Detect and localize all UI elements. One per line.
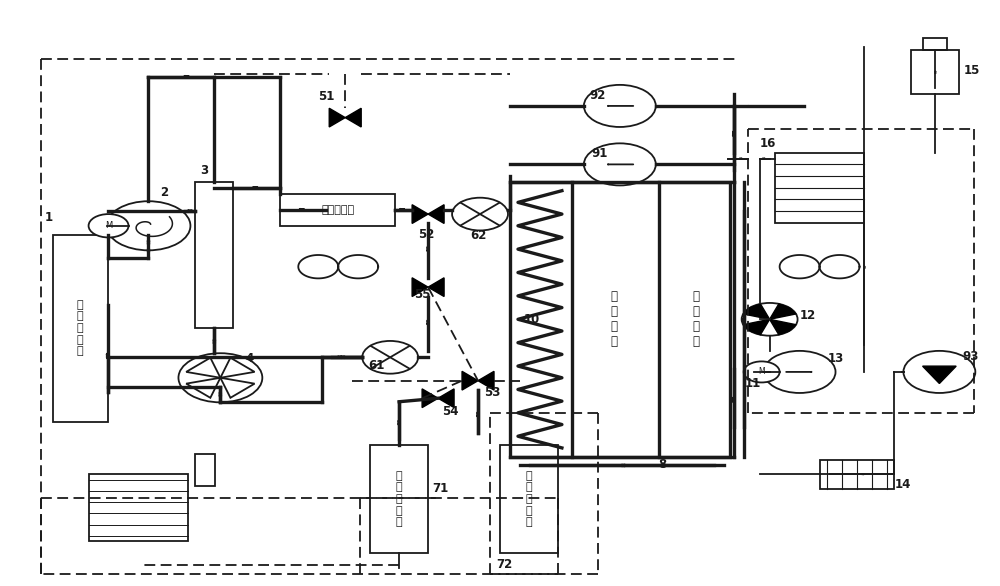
Text: 12: 12 [800,309,816,322]
Text: 55: 55 [414,288,431,301]
Circle shape [362,341,418,374]
Polygon shape [770,319,796,335]
Polygon shape [412,278,428,297]
Text: 气
液
分
离
器: 气 液 分 离 器 [77,300,83,356]
Polygon shape [743,319,770,335]
Polygon shape [428,278,444,297]
Text: 动
力
电
池: 动 力 电 池 [693,290,700,348]
Text: 16: 16 [760,137,776,150]
Text: 15: 15 [963,64,980,77]
Bar [911,50,959,94]
Text: 燃
料
电
池: 燃 料 电 池 [611,290,618,348]
Polygon shape [186,378,220,398]
Polygon shape [186,357,220,378]
Polygon shape [743,304,770,319]
Bar [923,38,947,50]
Circle shape [764,351,836,393]
Text: 3: 3 [200,163,209,177]
Circle shape [89,214,129,237]
Text: M: M [105,222,112,230]
Text: 车
内
换
热
器: 车 内 换 热 器 [526,471,532,527]
Text: 11: 11 [745,377,761,390]
Text: 1: 1 [45,210,53,223]
Polygon shape [220,357,255,378]
Polygon shape [412,205,428,223]
Circle shape [584,144,656,185]
Text: 13: 13 [828,352,844,365]
Polygon shape [329,108,345,127]
Circle shape [584,85,656,127]
Text: 53: 53 [484,386,500,399]
Circle shape [744,362,780,383]
Text: 2: 2 [160,186,169,199]
Bar [195,454,215,486]
Bar [500,445,558,553]
Bar [280,193,395,226]
Text: 4: 4 [245,352,254,365]
Text: 91: 91 [592,147,608,161]
Bar [370,445,428,553]
Text: 71: 71 [432,482,448,495]
Polygon shape [428,205,444,223]
Polygon shape [478,372,494,390]
Text: 62: 62 [470,229,486,242]
Polygon shape [220,378,255,398]
Text: 车
内
换
热
器: 车 内 换 热 器 [396,471,402,527]
Polygon shape [422,389,438,408]
Polygon shape [438,389,454,408]
Circle shape [107,201,190,250]
Text: 52: 52 [418,228,434,241]
Polygon shape [770,304,796,319]
Polygon shape [462,372,478,390]
Text: 72: 72 [496,558,512,571]
Text: 61: 61 [368,359,385,372]
Circle shape [178,353,262,403]
Text: M: M [758,367,765,376]
Bar [53,234,108,421]
Text: 51: 51 [318,90,335,103]
Circle shape [452,197,508,230]
Bar [195,182,233,328]
Text: 10: 10 [524,313,540,326]
Text: 93: 93 [962,350,979,363]
Polygon shape [345,108,361,127]
Text: 车外换热器: 车外换热器 [321,205,354,214]
Text: 8: 8 [658,458,666,471]
Bar [89,474,188,541]
Circle shape [903,351,975,393]
Text: 14: 14 [894,478,911,491]
Polygon shape [923,366,956,383]
Bar [820,459,894,489]
Bar [775,153,864,223]
Text: 54: 54 [442,404,459,418]
Circle shape [742,303,798,336]
Text: 92: 92 [590,89,606,102]
Bar [510,182,730,456]
